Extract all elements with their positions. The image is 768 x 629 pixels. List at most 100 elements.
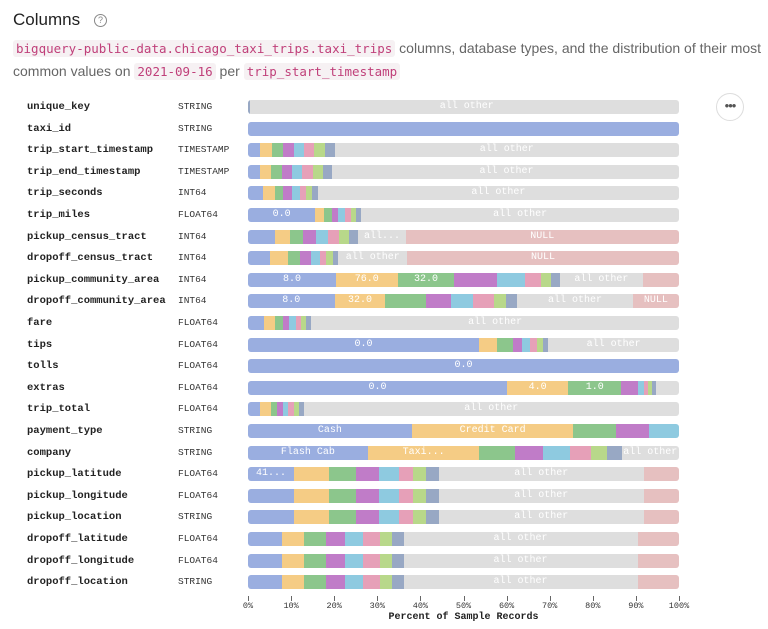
value-segment[interactable] [648, 380, 653, 395]
other-segment[interactable]: all other [311, 316, 679, 330]
value-segment[interactable] [283, 402, 289, 417]
value-segment[interactable] [294, 467, 329, 482]
other-segment[interactable]: all other [332, 164, 679, 179]
value-segment[interactable] [282, 532, 305, 546]
other-segment[interactable]: all other [403, 575, 638, 590]
value-segment[interactable] [289, 229, 303, 244]
value-segment[interactable] [299, 402, 304, 417]
null-segment[interactable] [643, 467, 679, 482]
value-segment[interactable]: 0.0 [248, 337, 480, 352]
value-segment[interactable] [315, 208, 324, 222]
value-segment[interactable] [306, 186, 313, 201]
value-segment[interactable] [328, 229, 339, 244]
value-segment[interactable] [248, 316, 264, 330]
null-segment[interactable] [642, 272, 679, 287]
value-segment[interactable] [514, 445, 544, 460]
value-segment[interactable] [542, 337, 549, 352]
value-segment[interactable] [319, 251, 326, 266]
other-segment[interactable]: all other [303, 402, 679, 417]
other-segment[interactable]: all other [254, 100, 679, 114]
value-segment[interactable] [306, 316, 312, 330]
value-segment[interactable] [530, 337, 537, 352]
value-segment[interactable] [248, 251, 271, 266]
value-segment[interactable] [345, 532, 364, 546]
value-segment[interactable] [293, 143, 305, 158]
value-segment[interactable] [248, 402, 261, 417]
value-segment[interactable] [248, 229, 276, 244]
help-icon[interactable]: ? [94, 14, 107, 27]
value-segment[interactable] [325, 143, 335, 158]
value-segment[interactable] [644, 380, 649, 395]
value-segment[interactable] [607, 445, 622, 460]
value-segment[interactable] [294, 510, 329, 525]
value-segment[interactable] [350, 208, 357, 222]
value-segment[interactable] [293, 402, 300, 417]
null-segment[interactable] [637, 575, 679, 590]
value-segment[interactable] [479, 445, 515, 460]
value-segment[interactable] [328, 488, 357, 503]
value-segment[interactable] [637, 380, 645, 395]
value-segment[interactable] [325, 575, 346, 590]
value-segment[interactable] [313, 143, 326, 158]
value-segment[interactable] [272, 143, 284, 158]
value-segment[interactable] [248, 553, 283, 568]
value-segment[interactable] [413, 467, 426, 482]
other-segment[interactable]: all other [403, 532, 638, 546]
value-segment[interactable]: 8.0 [248, 294, 335, 309]
value-segment[interactable] [248, 143, 261, 158]
value-segment[interactable] [331, 208, 339, 222]
value-segment[interactable] [277, 402, 284, 417]
value-segment[interactable] [248, 186, 264, 201]
null-segment[interactable] [637, 553, 679, 568]
value-segment[interactable]: Taxi... [367, 445, 480, 460]
value-segment[interactable]: 8.0 [248, 272, 336, 287]
value-segment[interactable] [304, 532, 326, 546]
value-segment[interactable] [282, 575, 305, 590]
value-segment[interactable] [248, 510, 295, 525]
value-segment[interactable] [344, 208, 351, 222]
value-segment[interactable]: 41... [248, 467, 295, 482]
value-segment[interactable] [248, 488, 295, 503]
value-segment[interactable] [550, 272, 561, 287]
value-segment[interactable] [540, 272, 551, 287]
value-segment[interactable]: 0.0 [248, 380, 508, 395]
other-segment[interactable]: all other [361, 208, 679, 222]
value-segment[interactable] [263, 186, 275, 201]
value-segment[interactable] [260, 164, 272, 179]
value-segment[interactable]: 0.0 [248, 208, 316, 222]
null-segment[interactable]: NULL [405, 229, 679, 244]
value-segment[interactable] [312, 186, 318, 201]
value-segment[interactable] [263, 316, 275, 330]
value-segment[interactable] [379, 467, 399, 482]
value-segment[interactable] [349, 229, 359, 244]
value-segment[interactable] [356, 510, 380, 525]
value-segment[interactable]: 1.0 [568, 380, 622, 395]
value-segment[interactable] [506, 294, 518, 309]
value-segment[interactable] [392, 532, 404, 546]
value-segment[interactable] [573, 424, 616, 438]
value-segment[interactable]: Flash Cab [248, 445, 368, 460]
value-segment[interactable] [615, 424, 649, 438]
value-segment[interactable] [385, 294, 426, 309]
value-segment[interactable] [282, 164, 292, 179]
value-segment[interactable] [315, 229, 329, 244]
null-segment[interactable]: NULL [632, 294, 679, 309]
value-segment[interactable] [248, 575, 283, 590]
value-segment[interactable] [248, 100, 251, 114]
value-segment[interactable]: 0.0 [248, 359, 679, 374]
value-segment[interactable] [496, 272, 526, 287]
value-segment[interactable] [356, 488, 380, 503]
other-segment[interactable]: all other [317, 186, 679, 201]
value-segment[interactable] [302, 229, 316, 244]
other-segment[interactable]: all other [621, 445, 679, 460]
value-segment[interactable] [345, 553, 364, 568]
value-segment[interactable] [425, 510, 439, 525]
value-segment[interactable] [493, 294, 507, 309]
value-segment[interactable] [291, 164, 303, 179]
value-segment[interactable] [304, 575, 326, 590]
value-segment[interactable] [328, 510, 357, 525]
value-segment[interactable] [287, 251, 301, 266]
value-segment[interactable] [304, 143, 314, 158]
value-segment[interactable] [270, 251, 288, 266]
more-options-button[interactable]: ••• [716, 93, 744, 121]
